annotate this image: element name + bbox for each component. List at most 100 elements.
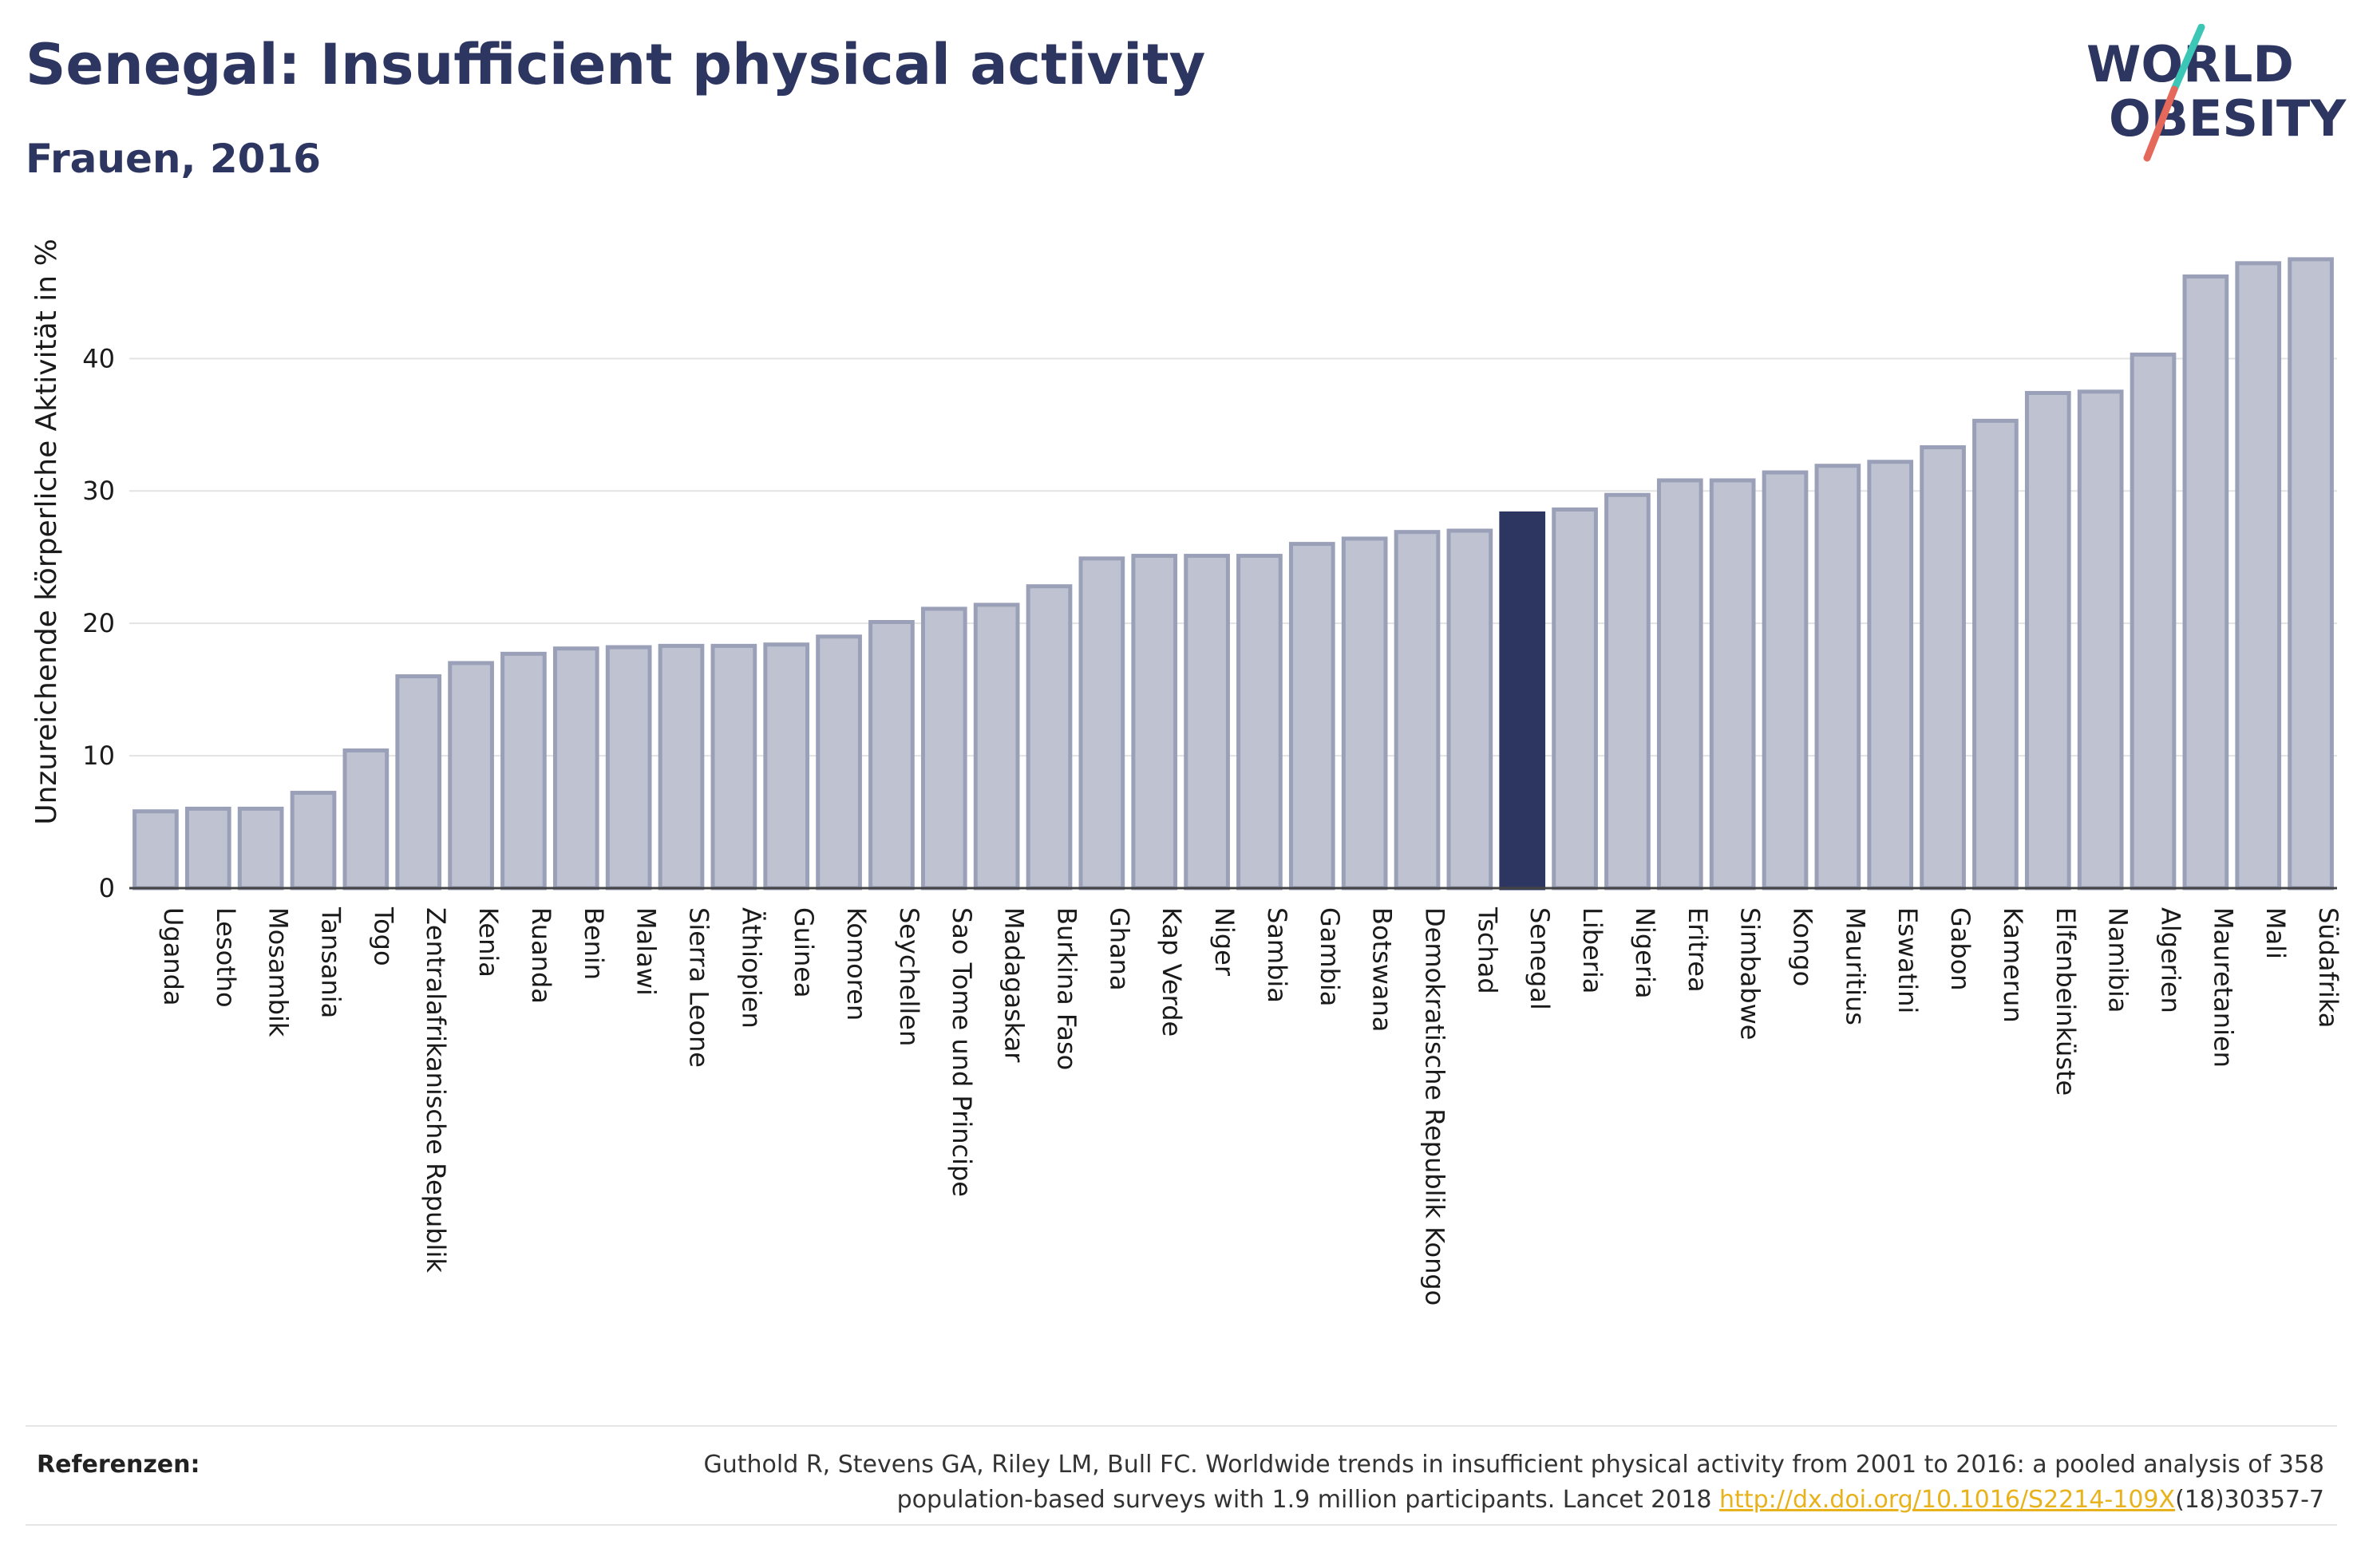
x-tick-label: Komoren — [841, 907, 872, 1021]
bars — [132, 257, 2334, 891]
x-tick-label: Gambia — [1315, 907, 1345, 1006]
y-tick-label: 30 — [82, 476, 115, 506]
x-tick-label: Äthiopien — [736, 907, 766, 1029]
x-tick-label: Kongo — [1788, 907, 1818, 986]
bar — [2288, 257, 2334, 891]
axes: 0 10 20 30 40 Uganda Lesotho Mosambik Tansania To… — [30, 239, 2343, 1305]
x-tick-label: Togo — [368, 906, 398, 966]
x-tick-label: Kamerun — [1998, 907, 2028, 1023]
chart-subtitle: Frauen, 2016 — [26, 136, 322, 182]
bar — [920, 606, 967, 891]
x-tick-label: Eswatini — [1892, 907, 1923, 1013]
y-tick-label: 40 — [82, 343, 115, 373]
x-tick-label: Ruanda — [526, 907, 556, 1004]
x-tick-label: Burkina Faso — [1052, 907, 1082, 1070]
x-tick-label: Demokratische Republik Kongo — [1420, 907, 1450, 1305]
reference-line-2-suffix: (18)30357-7 — [2175, 1486, 2324, 1514]
references-text: Guthold R, Stevens GA, Riley LM, Bull FC… — [488, 1448, 2324, 1518]
bar — [658, 643, 705, 891]
bar — [395, 674, 442, 891]
bar — [1026, 584, 1073, 891]
bar — [1341, 536, 1388, 891]
bar — [500, 651, 547, 891]
x-tick-label: Uganda — [158, 907, 188, 1006]
bar — [1867, 460, 1914, 891]
bar — [1762, 470, 1809, 891]
x-tick-label: Nigeria — [1630, 907, 1660, 998]
bar — [2024, 390, 2071, 891]
x-tick-label: Senegal — [1525, 907, 1555, 1010]
bar — [290, 791, 337, 891]
x-tick-label: Botswana — [1367, 907, 1398, 1032]
x-tick-label: Elfenbeinküste — [2051, 907, 2081, 1096]
bar — [2130, 352, 2177, 891]
x-tick-label: Namibia — [2103, 907, 2134, 1013]
bar — [710, 643, 757, 891]
bar — [1604, 492, 1651, 891]
world-obesity-logo: WORLD OBESITY — [2086, 24, 2347, 162]
logo-slash-coral — [2143, 85, 2178, 162]
logo-text-obesity: OBESITY — [2109, 89, 2347, 148]
x-tick-label: Niger — [1209, 907, 1240, 977]
bar — [1236, 554, 1283, 891]
x-tick-label: Gabon — [1945, 907, 1975, 991]
x-tick-label: Sambia — [1262, 907, 1292, 1003]
bar — [2077, 389, 2124, 891]
x-tick-label: Südafrika — [2313, 907, 2343, 1028]
x-tick-label: Malawi — [631, 907, 662, 996]
x-tick-label: Liberia — [1577, 907, 1608, 993]
references-label: Referenzen: — [37, 1451, 200, 1479]
x-tick-label: Mosambik — [263, 907, 294, 1037]
bar — [342, 748, 390, 891]
logo-slash-teal — [2170, 24, 2205, 93]
y-tick-label: 10 — [82, 741, 115, 771]
bar — [816, 634, 862, 891]
bar — [237, 806, 284, 891]
bar — [1814, 464, 1861, 891]
bar — [1552, 507, 1598, 891]
bar — [868, 620, 915, 891]
x-tick-label: Tansania — [316, 906, 346, 1018]
bar-chart: 0 10 20 30 40 Uganda Lesotho Mosambik Tansania To… — [30, 239, 2343, 1305]
reference-divider-top — [26, 1425, 2337, 1427]
x-tick-label: Sao Tome und Principe — [947, 907, 977, 1197]
reference-divider-bottom — [26, 1524, 2337, 1526]
x-tick-label: Ghana — [1104, 907, 1134, 991]
y-tick-label: 0 — [99, 873, 115, 903]
x-tick-label: Lesotho — [211, 907, 241, 1008]
bar — [1184, 554, 1230, 891]
bar — [1078, 556, 1125, 891]
x-tick-label: Eritrea — [1683, 907, 1713, 993]
x-tick-label: Madagaskar — [999, 907, 1030, 1063]
x-tick-label: Sierra Leone — [684, 907, 714, 1068]
bar — [1131, 554, 1178, 891]
x-tick-label: Kap Verde — [1157, 907, 1187, 1037]
bar — [2182, 274, 2229, 891]
x-tick-label: Tschad — [1472, 906, 1502, 994]
y-tick-label: 20 — [82, 608, 115, 638]
x-tick-label: Mauritius — [1840, 907, 1870, 1025]
bar — [605, 645, 652, 891]
bar — [1446, 528, 1493, 891]
bar — [973, 602, 1020, 891]
bar — [448, 661, 494, 891]
x-tick-label: Benin — [579, 907, 609, 980]
chart-title: Senegal: Insufficient physical activity — [26, 32, 1206, 97]
grid-lines — [129, 357, 2337, 757]
bar — [1288, 542, 1335, 891]
x-tick-label: Mali — [2260, 907, 2291, 959]
bar-highlight — [1499, 511, 1546, 891]
bar — [1656, 478, 1703, 891]
bar — [1394, 530, 1441, 891]
reference-line-2-prefix: population-based surveys with 1.9 millio… — [896, 1486, 1720, 1514]
x-tick-label: Simbabwe — [1735, 907, 1766, 1040]
x-tick-label: Mauretanien — [2208, 907, 2238, 1068]
x-tick-label: Algerien — [2156, 907, 2186, 1013]
y-axis-label: Unzureichende körperliche Aktivität in % — [30, 239, 63, 825]
reference-doi-link[interactable]: http://dx.doi.org/10.1016/S2214-109X — [1719, 1486, 2176, 1514]
bar — [763, 642, 810, 891]
bar — [184, 806, 231, 891]
x-tick-label: Kenia — [473, 907, 504, 978]
x-tick-label: Zentralafrikanische Republik — [421, 907, 451, 1273]
x-tick-label: Guinea — [789, 907, 819, 998]
